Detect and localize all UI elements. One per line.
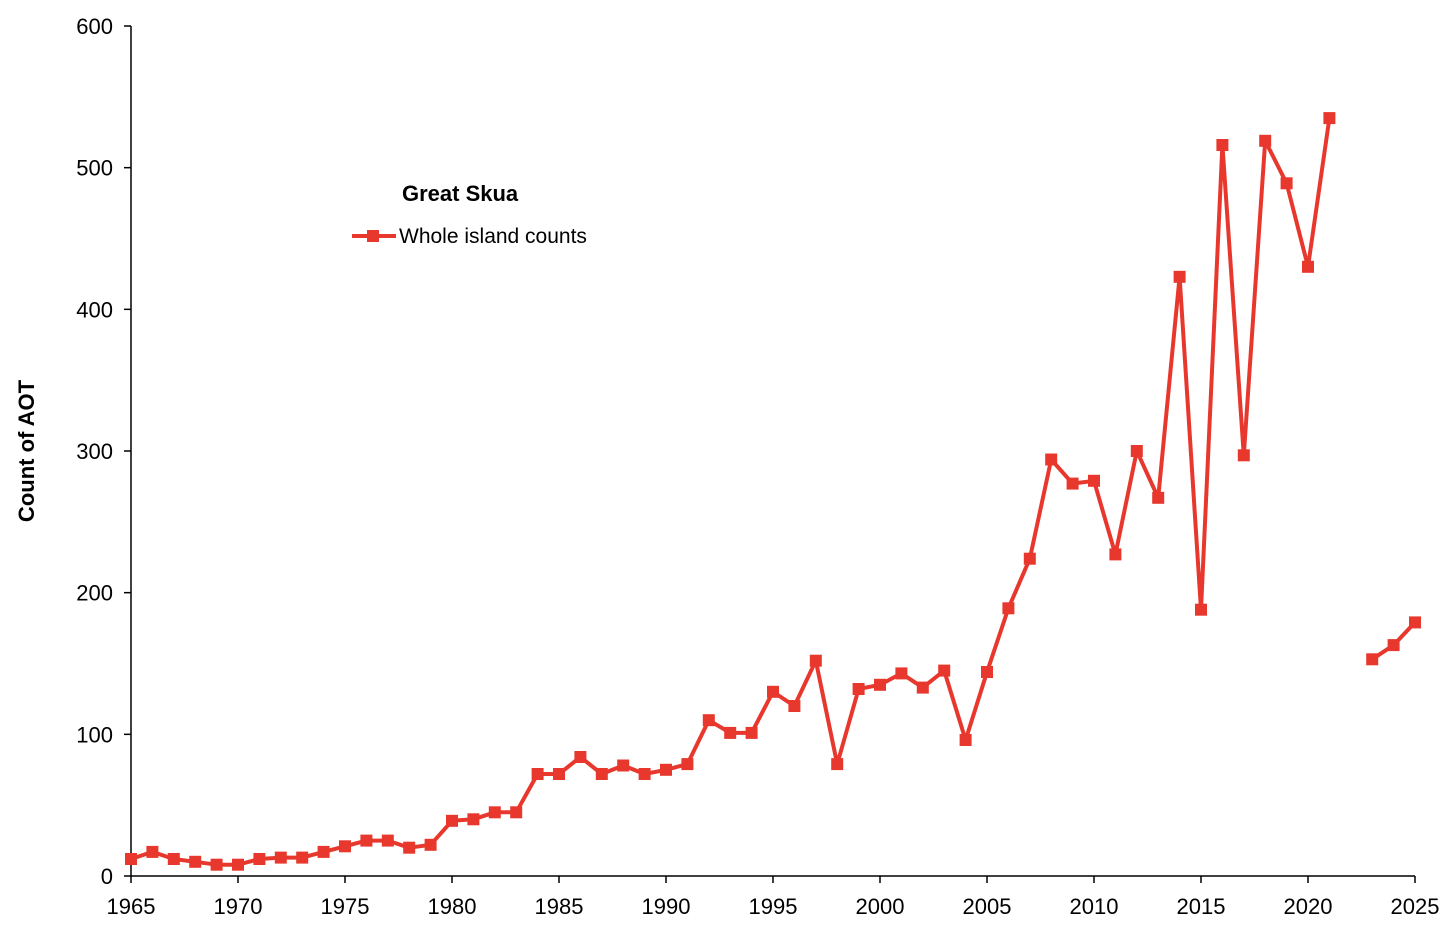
data-point-1995 [767, 685, 779, 698]
data-point-1980 [446, 814, 458, 827]
x-tick-label: 1995 [749, 894, 798, 919]
data-point-1981 [467, 813, 480, 826]
series-line-0 [130, 117, 1332, 867]
data-point-1999 [852, 683, 865, 695]
x-tick-label: 2015 [1177, 894, 1226, 919]
data-point-1971 [253, 853, 266, 865]
data-point-2004 [959, 734, 972, 746]
data-point-2017 [1237, 449, 1250, 462]
data-point-2024 [1387, 639, 1400, 652]
data-point-2006 [1002, 602, 1015, 615]
data-point-2002 [916, 681, 929, 694]
data-point-2013 [1152, 491, 1165, 504]
data-point-1977 [381, 834, 394, 847]
data-point-1997 [809, 654, 822, 667]
x-tick-label: 1990 [642, 894, 691, 919]
data-point-1982 [488, 806, 501, 819]
data-point-2023 [1366, 653, 1379, 666]
data-point-1968 [189, 855, 202, 868]
x-tick-label: 2005 [963, 894, 1012, 919]
data-point-2008 [1045, 453, 1058, 466]
y-tick-label: 0 [101, 864, 113, 889]
data-point-2018 [1259, 134, 1272, 147]
data-point-1985 [553, 768, 565, 780]
x-tick-label: 2020 [1284, 894, 1333, 919]
data-point-1967 [167, 853, 180, 865]
series-layer [125, 112, 1421, 871]
data-point-2019 [1280, 177, 1293, 190]
legend-label-whole-island-counts: Whole island counts [399, 225, 587, 248]
x-ticks: 1965 1970 1975 1980 1985 1990 1995 2000 2005 2010… [107, 876, 1440, 919]
y-tick-label: 100 [76, 722, 113, 747]
x-tick-label: 1975 [321, 894, 370, 919]
legend: Great Skua Whole island counts [352, 181, 587, 248]
y-axis-title: Count of AOT [14, 379, 39, 522]
data-point-1969 [210, 858, 223, 871]
data-point-2000 [874, 678, 886, 691]
data-point-1966 [146, 845, 159, 858]
data-point-2003 [938, 664, 951, 677]
data-point-1974 [317, 845, 330, 858]
data-point-1988 [617, 759, 630, 772]
data-point-2016 [1216, 139, 1229, 151]
x-tick-label: 1980 [428, 894, 477, 919]
data-point-1991 [681, 758, 694, 771]
legend-title: Great Skua [402, 181, 519, 206]
data-point-1989 [638, 768, 651, 780]
data-point-2014 [1173, 270, 1186, 283]
data-point-1992 [702, 714, 715, 727]
x-tick-label: 2010 [1070, 894, 1119, 919]
data-point-1972 [274, 851, 287, 864]
data-point-1970 [232, 858, 244, 871]
data-point-1976 [360, 834, 373, 847]
data-point-2021 [1323, 112, 1336, 125]
data-point-1993 [724, 726, 737, 739]
y-tick-label: 400 [76, 297, 113, 322]
y-tick-label: 300 [76, 439, 113, 464]
data-point-1994 [745, 726, 758, 739]
data-point-1965 [125, 853, 137, 865]
y-tick-label: 200 [76, 581, 113, 606]
data-point-1983 [510, 806, 523, 819]
legend-marker-square [367, 230, 379, 242]
data-point-1978 [403, 841, 416, 854]
data-point-2020 [1302, 260, 1314, 273]
data-point-2025 [1409, 616, 1421, 629]
data-point-1984 [531, 768, 544, 780]
y-axis-title-group: Count of AOT [14, 379, 39, 522]
x-tick-label: 1965 [107, 894, 156, 919]
data-point-2005 [981, 666, 993, 678]
y-tick-label: 600 [76, 14, 113, 39]
data-point-2001 [895, 667, 908, 680]
data-point-1996 [788, 700, 801, 712]
x-tick-label: 1985 [535, 894, 584, 919]
data-point-2015 [1195, 603, 1207, 616]
data-point-2011 [1109, 548, 1122, 561]
data-point-2007 [1023, 552, 1036, 565]
x-tick-label: 1970 [214, 894, 263, 919]
data-point-1986 [574, 751, 587, 763]
data-point-2009 [1066, 477, 1079, 490]
data-point-1973 [296, 851, 309, 864]
y-tick-label: 500 [76, 156, 113, 181]
data-point-1975 [339, 840, 351, 853]
data-point-2012 [1130, 445, 1143, 457]
data-point-1987 [595, 768, 608, 780]
data-point-2010 [1088, 474, 1100, 487]
data-point-1990 [660, 763, 672, 776]
x-tick-label: 2025 [1391, 894, 1440, 919]
data-point-1998 [831, 758, 844, 771]
data-point-1979 [424, 838, 437, 851]
x-tick-label: 2000 [856, 894, 905, 919]
y-ticks: 0 100 200 300 400 500 600 [76, 14, 131, 889]
